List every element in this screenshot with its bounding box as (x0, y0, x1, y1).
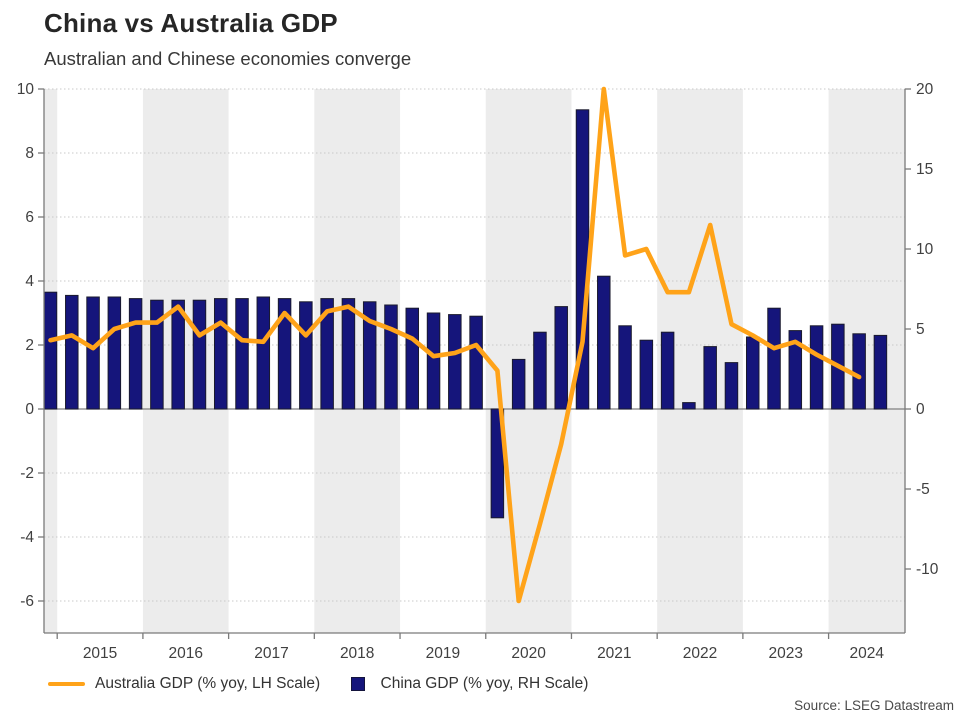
right-axis-labels: 20 15 10 5 0 -5 -10 (916, 81, 939, 578)
china-gdp-bar (384, 304, 398, 410)
china-gdp-bar (511, 358, 526, 410)
china-gdp-bar (682, 402, 696, 410)
page-subtitle: Australian and Chinese economies converg… (44, 48, 412, 69)
left-axis-tick-label: -6 (20, 593, 34, 610)
right-axis-tick-label: 5 (916, 321, 925, 338)
x-axis-year-label: 2018 (340, 645, 374, 662)
china-gdp-bar (745, 336, 760, 410)
china-bar-swatch (351, 677, 365, 691)
china-gdp-bar (469, 315, 483, 410)
left-axis-labels: 10 8 6 4 2 0 -2 -4 -6 (17, 81, 35, 610)
gridlines (44, 88, 905, 602)
right-axis-tick-label: 10 (916, 241, 934, 258)
x-axis-year-label: 2023 (768, 645, 802, 662)
left-axis-tick-label: 10 (17, 81, 35, 98)
x-axis-year-label: 2024 (850, 645, 885, 662)
china-gdp-bar (490, 408, 505, 519)
x-axis-year-label: 2022 (683, 645, 717, 662)
china-gdp-bar (788, 330, 803, 410)
left-axis-tick-label: 2 (25, 337, 34, 354)
china-gdp-bar (277, 298, 292, 410)
legend-label-australia: Australia GDP (% yoy, LH Scale) (95, 675, 321, 692)
right-axis-tick-label: 15 (916, 161, 933, 178)
x-axis-year-label: 2019 (426, 645, 460, 662)
china-gdp-bar (213, 298, 228, 410)
x-axis-year-label: 2016 (169, 645, 203, 662)
china-gdp-bar (405, 307, 420, 410)
x-axis-year-label: 2015 (83, 645, 117, 662)
left-axis-tick-label: -2 (20, 465, 34, 482)
left-axis-tick-label: 0 (25, 401, 34, 418)
china-gdp-bar (873, 334, 888, 410)
china-gdp-bar (86, 296, 100, 410)
china-gdp-bar (703, 346, 717, 410)
right-axis-tick-label: -5 (916, 481, 930, 498)
china-gdp-bar (426, 312, 441, 410)
australia-line-swatch (48, 681, 85, 687)
china-gdp-bar (192, 299, 207, 410)
left-axis-tick-label: -4 (20, 529, 34, 546)
china-gdp-bar (597, 275, 611, 410)
china-gdp-bar (362, 301, 377, 410)
china-gdp-bar (448, 314, 462, 410)
china-gdp-bar (341, 298, 356, 410)
australia-gdp-line (48, 86, 862, 604)
china-gdp-bar (554, 306, 568, 410)
legend-item-australia: Australia GDP (% yoy, LH Scale) (48, 674, 320, 694)
x-axis-year-label: 2021 (597, 645, 631, 662)
china-gdp-bar (618, 325, 632, 410)
china-gdp-bar (299, 301, 313, 410)
axis-frame (38, 88, 911, 639)
page-title: China vs Australia GDP (44, 8, 338, 38)
china-gdp-bar (43, 291, 58, 410)
legend-item-china: China GDP (% yoy, RH Scale) (351, 674, 589, 694)
year-bands (44, 89, 905, 633)
china-gdp-bar (235, 298, 249, 410)
legend-label-china: China GDP (% yoy, RH Scale) (380, 675, 589, 692)
china-gdp-bar (809, 325, 824, 410)
china-gdp-bar (150, 299, 164, 410)
right-axis-tick-label: 20 (916, 81, 934, 98)
right-axis-tick-label: 0 (916, 401, 925, 418)
left-axis-tick-label: 8 (25, 145, 34, 162)
china-gdp-bar (724, 362, 739, 410)
china-gdp-bar (171, 299, 185, 410)
left-axis-tick-label: 6 (25, 209, 34, 226)
china-gdp-bar (852, 333, 866, 410)
china-bars (43, 109, 888, 519)
china-gdp-bar (639, 339, 654, 410)
china-gdp-bar (65, 294, 79, 410)
china-gdp-bar (533, 331, 547, 410)
china-gdp-bar (320, 298, 334, 410)
x-axis-labels: 2015 2016 2017 2018 2019 2020 2021 2022 2023 2024 (83, 645, 885, 662)
x-axis-year-label: 2020 (511, 645, 546, 662)
china-gdp-bar (128, 298, 143, 410)
left-axis-tick-label: 4 (25, 273, 34, 290)
china-gdp-bar (660, 331, 675, 410)
china-gdp-bar (767, 307, 781, 410)
right-axis-tick-label: -10 (916, 561, 939, 578)
x-axis-year-label: 2017 (254, 645, 288, 662)
china-gdp-bar (256, 296, 271, 410)
source-credit: Source: LSEG Datastream (794, 698, 954, 713)
china-gdp-bar (107, 296, 122, 410)
